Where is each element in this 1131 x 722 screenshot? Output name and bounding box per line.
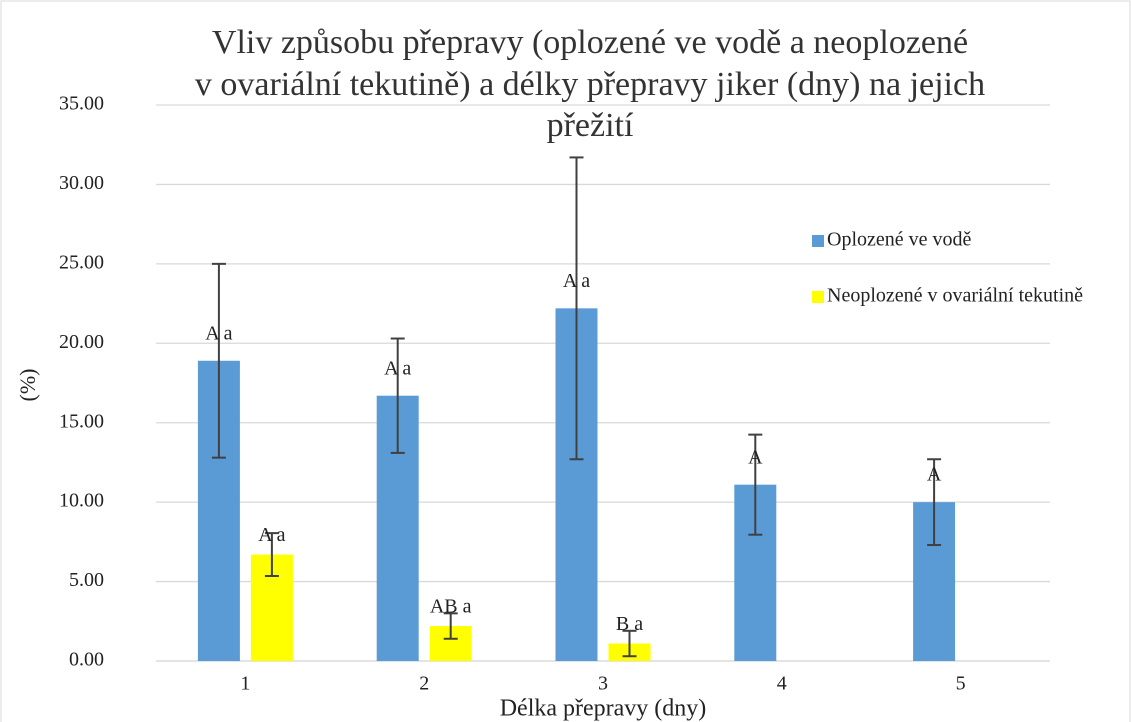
significance-label: A	[748, 446, 763, 468]
y-tick-label: 30.00	[59, 172, 104, 194]
significance-label: AB a	[430, 596, 472, 618]
y-tick-label: 0.00	[69, 649, 104, 671]
significance-label: A	[927, 464, 942, 486]
x-tick-label: 4	[777, 673, 787, 695]
significance-label: B a	[616, 613, 643, 635]
legend-label: Oplozené ve vodě	[827, 229, 972, 251]
x-tick-label: 2	[419, 673, 429, 695]
y-tick-label: 5.00	[69, 569, 104, 591]
legend-label: Neoplozené v ovariální tekutině	[827, 285, 1083, 307]
y-tick-label: 35.00	[59, 93, 104, 115]
legend-swatch	[812, 235, 824, 247]
x-tick-label: 3	[598, 673, 608, 695]
x-tick-label: 5	[956, 673, 966, 695]
significance-label: A a	[258, 524, 285, 546]
significance-label: A a	[563, 270, 590, 292]
significance-label: A a	[384, 357, 411, 379]
chart-title: přežití	[547, 107, 634, 144]
x-tick-label: 1	[240, 673, 250, 695]
chart-title: Vliv způsobu přepravy (oplozené ve vodě …	[212, 24, 968, 61]
y-tick-label: 15.00	[59, 410, 104, 432]
significance-label: A a	[205, 322, 232, 344]
y-tick-label: 10.00	[59, 490, 104, 512]
chart-title: v ovariální tekutině) a délky přepravy j…	[195, 66, 985, 103]
x-axis-label: Délka přepravy (dny)	[500, 696, 707, 722]
y-axis-label: (%)	[15, 369, 40, 402]
y-tick-label: 25.00	[59, 251, 104, 273]
legend-swatch	[812, 291, 824, 303]
y-tick-label: 20.00	[59, 331, 104, 353]
